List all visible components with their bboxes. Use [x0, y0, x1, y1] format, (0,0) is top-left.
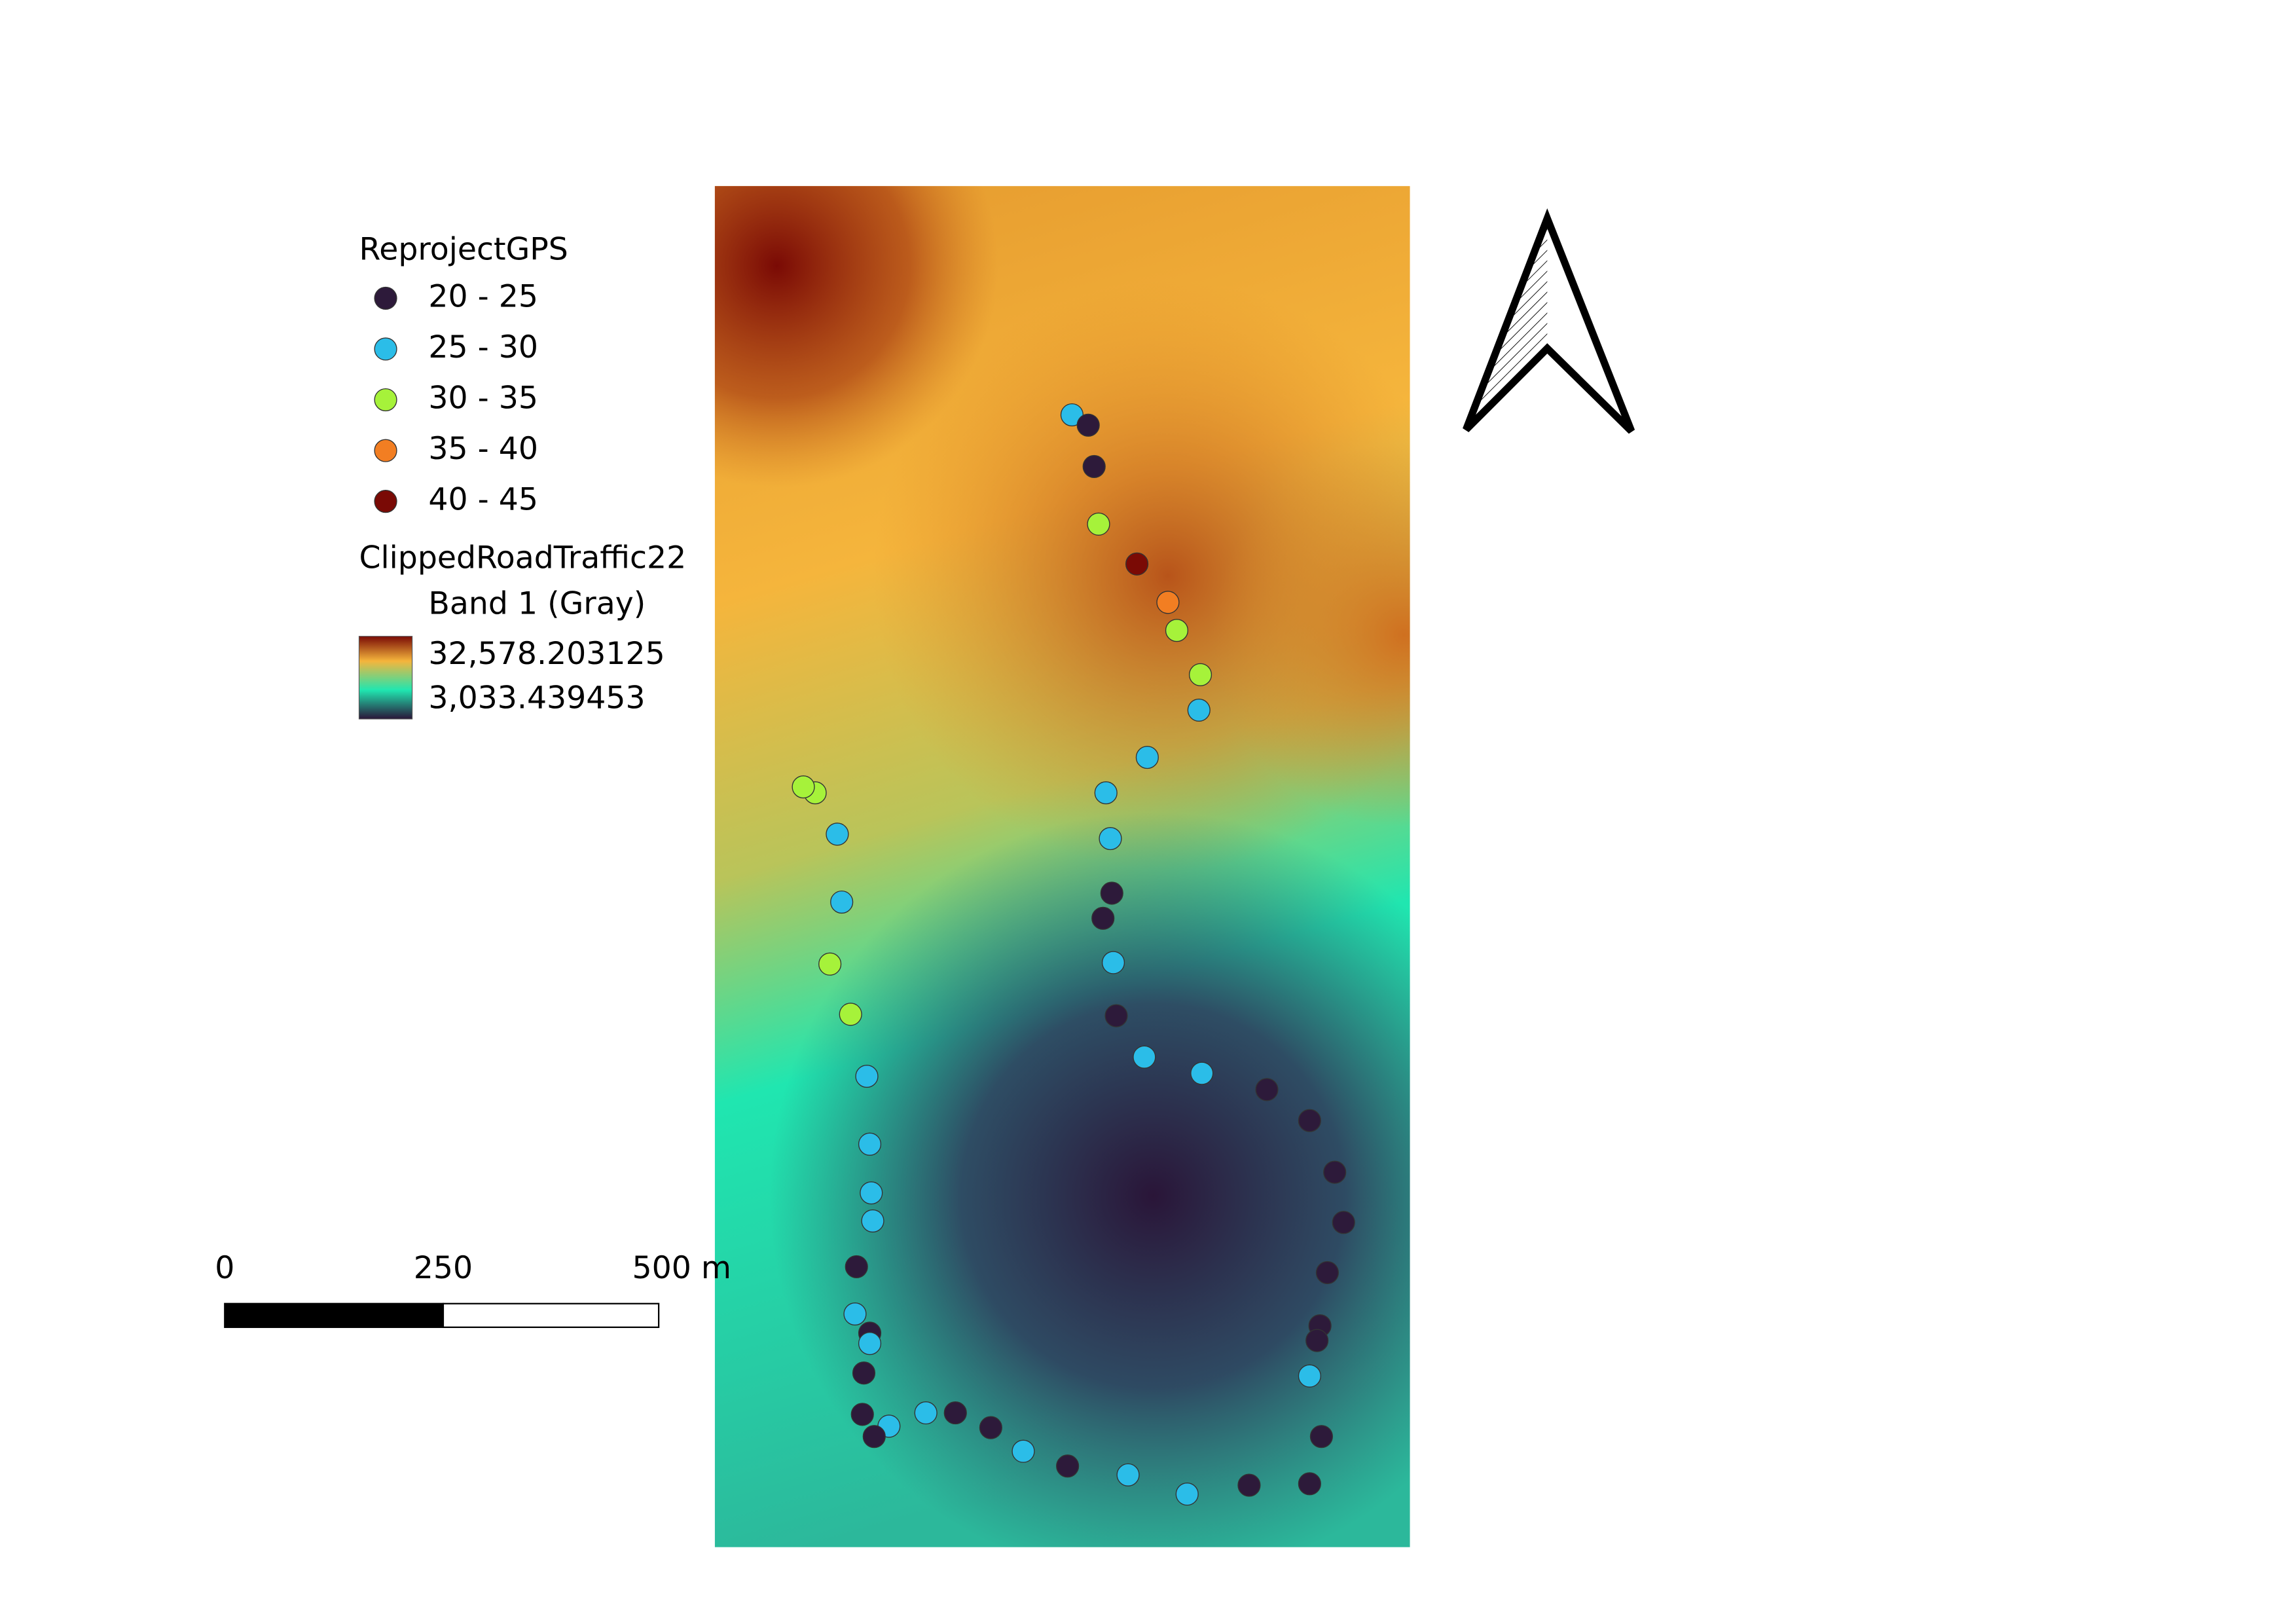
legend-label: 20 - 25 [428, 278, 538, 314]
gps-point [830, 890, 854, 914]
legend-min: 3,033.439453 [428, 680, 645, 716]
legend-label: 25 - 30 [428, 329, 538, 365]
gps-point [1255, 1078, 1279, 1101]
raster [714, 186, 1410, 1547]
gps-point [1056, 1454, 1080, 1478]
gps-point [1156, 591, 1180, 614]
gps-point [852, 1361, 876, 1385]
gps-point [845, 1255, 868, 1278]
legend-title: ClippedRoadTraffic22 [359, 540, 686, 576]
gps-point [1188, 663, 1212, 686]
gps-point [1116, 1463, 1140, 1486]
gps-point [1125, 552, 1149, 576]
legend-symbol [374, 388, 397, 412]
gps-point [1237, 1473, 1261, 1497]
gps-point [858, 1332, 882, 1356]
gps-point [1101, 951, 1125, 974]
gps-point [1135, 745, 1159, 769]
gps-point [1187, 698, 1211, 722]
gps-points [792, 403, 1355, 1506]
gps-point [914, 1401, 938, 1425]
legend-label: 40 - 45 [428, 482, 538, 518]
scale-bar: 0 250 500 m [215, 1250, 731, 1328]
gps-point [1190, 1061, 1214, 1085]
gps-point [861, 1209, 884, 1233]
gps-point [1133, 1045, 1156, 1069]
gps-point [1082, 454, 1106, 479]
gps-point [1332, 1211, 1355, 1234]
gps-point [855, 1064, 879, 1088]
gps-point [1165, 619, 1189, 642]
legend-symbol [374, 337, 397, 361]
gps-point [860, 1181, 883, 1205]
gps-point [979, 1416, 1002, 1439]
gps-point [1298, 1109, 1321, 1132]
legend-label: 35 - 40 [428, 431, 538, 467]
legend-label: 30 - 35 [428, 380, 538, 416]
gps-point [1323, 1160, 1347, 1184]
gps-point [818, 952, 842, 976]
legend-title: ReprojectGPS [359, 231, 568, 267]
legend-symbol [374, 439, 397, 462]
legend-symbol [374, 286, 397, 310]
gps-point [1087, 512, 1110, 536]
gps-point [843, 1302, 867, 1326]
gps-point [1309, 1425, 1333, 1449]
gps-point [1100, 881, 1123, 905]
gps-point [1175, 1483, 1199, 1506]
scale-label: 500 m [632, 1250, 731, 1286]
gps-point [826, 822, 849, 846]
legend: 20 - 25 25 - 30 30 - 35 35 - 40 40 - 45 [374, 278, 538, 518]
scale-label: 250 [414, 1250, 473, 1286]
gps-point [862, 1425, 886, 1449]
legend-band: Band 1 (Gray) [428, 585, 646, 621]
gps-point [850, 1403, 874, 1426]
legend-max: 32,578.203125 [428, 636, 665, 672]
gps-point [1060, 403, 1084, 427]
legend-symbol [374, 490, 397, 513]
gps-point [943, 1401, 967, 1425]
gps-point [1099, 826, 1122, 851]
gps-point [1298, 1364, 1321, 1388]
gps-point [1104, 1004, 1128, 1027]
gps-point [1298, 1472, 1321, 1496]
color-ramp [358, 636, 413, 720]
gps-point [1094, 781, 1118, 805]
gps-point [858, 1132, 882, 1156]
gps-point [1305, 1329, 1329, 1352]
scale-label: 0 [215, 1250, 234, 1286]
gps-point [1315, 1261, 1339, 1285]
gps-point [1091, 906, 1115, 930]
gps-point [1076, 413, 1100, 437]
north-arrow [1463, 208, 1635, 434]
gps-point [1011, 1439, 1035, 1463]
gps-point [839, 1003, 862, 1026]
gps-point [792, 775, 815, 799]
